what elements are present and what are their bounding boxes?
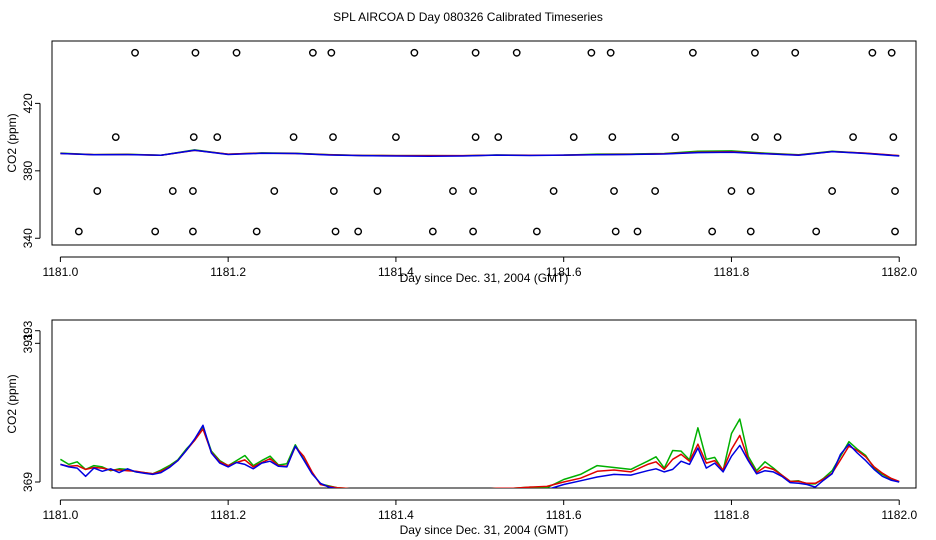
top-scatter-point xyxy=(449,187,457,195)
top-scatter-point xyxy=(331,227,340,236)
top-scatter-point xyxy=(887,48,896,57)
top-scatter-point xyxy=(392,133,400,141)
top-scatter-point xyxy=(751,48,759,57)
top-plot-frame xyxy=(51,40,917,246)
bottom-panel: 1181.0 1181.2 1181.4 1181.6 1181.8 1182.0 369 3… xyxy=(5,319,917,537)
top-scatter-point xyxy=(812,227,821,236)
bottom-plot-frame xyxy=(51,319,917,489)
top-scatter-point xyxy=(410,48,419,57)
top-scatter-point xyxy=(494,133,503,141)
top-scatter-point xyxy=(849,133,857,141)
top-x-tick-label: 1182.0 xyxy=(881,265,917,279)
top-x-tick-label: 1181.0 xyxy=(42,265,78,279)
top-scatter-point xyxy=(168,187,177,195)
top-scatter-point xyxy=(773,133,782,141)
bottom-x-tick-label: 1181.8 xyxy=(714,508,750,522)
top-scatter-point xyxy=(469,227,477,236)
top-scatter-point xyxy=(746,187,755,195)
top-y-tick-label: 380 xyxy=(21,160,35,180)
top-scatter-point xyxy=(373,187,382,195)
top-series-blue-line xyxy=(60,149,900,157)
top-scatter-point xyxy=(610,187,618,195)
top-scatter-point xyxy=(327,48,336,57)
top-y-tick-label: 420 xyxy=(21,93,35,113)
top-scatter-point xyxy=(512,48,521,57)
top-scatter-point xyxy=(111,133,120,141)
top-x-tick-label: 1181.6 xyxy=(546,265,582,279)
top-scatter-point xyxy=(608,133,617,141)
top-scatter-point xyxy=(189,133,198,141)
top-plot-area xyxy=(60,149,900,157)
top-scatter-point xyxy=(329,133,337,141)
top-scatter-point xyxy=(189,187,197,195)
bottom-series-red-line xyxy=(60,428,900,488)
top-scatter-point xyxy=(93,187,102,195)
top-scatter-point xyxy=(289,133,298,141)
top-scatter-point xyxy=(688,48,697,57)
top-scatter-point xyxy=(471,133,480,141)
top-scatter-point xyxy=(611,227,620,236)
bottom-y-tick-label: 391 xyxy=(21,333,35,353)
bottom-x-tick-label: 1181.2 xyxy=(210,508,246,522)
bottom-x-tick-label: 1181.6 xyxy=(546,508,582,522)
top-scatter-point xyxy=(213,133,222,141)
top-scatter-point xyxy=(471,48,480,57)
top-scatter-point xyxy=(569,133,578,141)
bottom-y-axis-label: CO2 (ppm) xyxy=(5,374,19,433)
top-scatter-point xyxy=(74,227,83,236)
bottom-x-tick-label: 1181.0 xyxy=(42,508,78,522)
top-scatter-point xyxy=(889,133,898,141)
top-scatter-point xyxy=(891,187,899,195)
top-scatter-point xyxy=(191,48,200,57)
bottom-x-tick-label: 1182.0 xyxy=(881,508,917,522)
top-scatter-point xyxy=(354,227,363,236)
top-scatter-point xyxy=(532,227,541,236)
top-scatter-point xyxy=(189,227,197,236)
top-scatter-point xyxy=(606,48,615,57)
top-panel: 1181.0 1181.2 1181.4 1181.6 1181.8 1182.0 340 3… xyxy=(5,40,917,285)
top-x-tick-label: 1181.8 xyxy=(714,265,750,279)
top-scatter-point xyxy=(151,227,160,236)
bottom-plot-area xyxy=(60,418,900,488)
bottom-y-tick-label: 369 xyxy=(21,472,35,492)
top-scatter-point xyxy=(791,48,800,57)
bottom-series-blue-line xyxy=(60,424,900,488)
top-scatter-point xyxy=(469,187,477,195)
bottom-y-tick-label: 393 xyxy=(21,320,35,340)
top-scatter-point xyxy=(329,187,338,195)
top-x-axis-label: Day since Dec. 31, 2004 (GMT) xyxy=(400,271,569,285)
top-scatter-point xyxy=(633,227,642,236)
top-scatter-point xyxy=(232,48,241,57)
top-scatter-point xyxy=(708,227,717,236)
bottom-x-axis-label: Day since Dec. 31, 2004 (GMT) xyxy=(400,523,569,537)
top-scatter-point xyxy=(868,48,877,57)
top-scatter-point xyxy=(428,227,437,236)
top-y-axis-label: CO2 (ppm) xyxy=(5,113,19,172)
top-scatter-point xyxy=(308,48,317,57)
top-scatter-point xyxy=(891,227,899,236)
top-scatter-point xyxy=(587,48,596,57)
top-scatter-point xyxy=(252,227,261,236)
bottom-series-green-line xyxy=(60,418,900,488)
top-x-tick-label: 1181.2 xyxy=(210,265,246,279)
top-scatter-point xyxy=(746,227,755,236)
top-scatter-point xyxy=(549,187,558,195)
bottom-x-tick-label: 1181.4 xyxy=(378,508,414,522)
top-scatter-point xyxy=(131,48,139,57)
top-scatter-point xyxy=(751,133,759,141)
top-scatter-point xyxy=(671,133,680,141)
top-y-tick-label: 340 xyxy=(21,228,35,248)
top-scatter-point xyxy=(651,187,660,195)
top-scatter-point xyxy=(270,187,279,195)
chart-title: SPL AIRCOA D Day 080326 Calibrated Times… xyxy=(333,10,603,24)
top-scatter-point xyxy=(828,187,837,195)
top-x-tick-label: 1181.4 xyxy=(378,265,414,279)
top-scatter-point xyxy=(727,187,736,195)
